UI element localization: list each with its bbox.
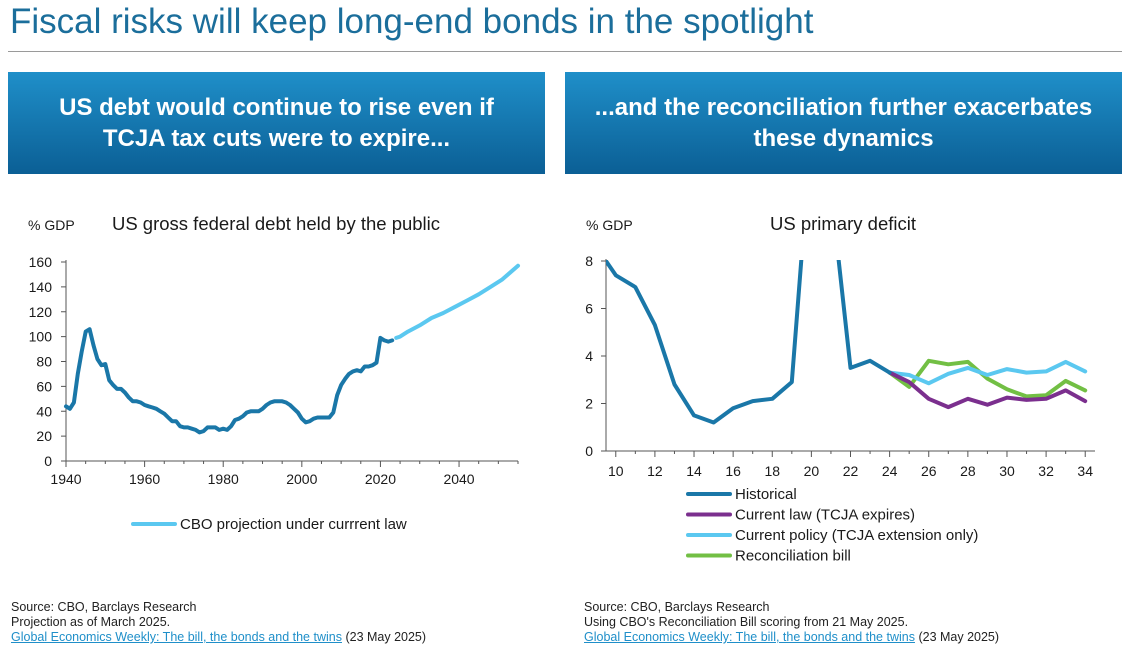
x-tick-label: 1940 [50,471,81,487]
x-tick-label: 32 [1038,463,1054,479]
y-tick-label: 20 [36,428,52,444]
page-title: Fiscal risks will keep long-end bonds in… [10,2,814,41]
y-tick-label: 6 [585,301,593,317]
x-tick-label: 28 [960,463,976,479]
x-tick-label: 2020 [365,471,396,487]
right-panel-banner: ...and the reconciliation further exacer… [565,72,1122,174]
x-tick-label: 20 [804,463,820,479]
x-tick-label: 30 [999,463,1015,479]
x-tick-label: 1960 [129,471,160,487]
left-source-line: Source: CBO, Barclays Research [11,600,197,614]
chart-title-1: US primary deficit [770,213,916,234]
x-tick-label: 10 [608,463,624,479]
y-tick-label: 80 [36,354,52,370]
left-source-note: Source: CBO, Barclays Research Projectio… [11,600,426,645]
series-line-historical [606,260,892,425]
y-axis-label-0: % GDP [28,217,75,233]
x-tick-label: 24 [882,463,898,479]
series-line-cbo-projection-under-currrent-law [394,263,520,340]
y-tick-label: 120 [29,304,53,320]
series-line-historical-debt [64,327,395,435]
x-tick-label: 22 [843,463,859,479]
y-axis-label-1: % GDP [586,217,633,233]
y-tick-label: 0 [44,453,52,469]
x-tick-label: 1980 [208,471,239,487]
x-tick-label: 2040 [443,471,474,487]
series-line-current-policy-tcja-extension-only- [887,359,1088,386]
x-tick-label: 26 [921,463,937,479]
series-line-current-law-tcja-expires- [887,370,1088,410]
legend-label: Historical [735,486,797,503]
x-tick-label: 16 [725,463,741,479]
legend-label: Current law (TCJA expires) [735,507,915,524]
series-line-reconciliation-bill [887,358,1088,399]
left-projection-note: Projection as of March 2025. [11,615,171,629]
right-scoring-note: Using CBO's Reconciliation Bill scoring … [584,615,909,629]
y-tick-label: 60 [36,378,52,394]
y-tick-label: 140 [29,279,53,295]
right-source-note: Source: CBO, Barclays Research Using CBO… [584,600,999,645]
y-tick-label: 4 [585,348,593,364]
y-tick-label: 8 [585,253,593,269]
legend-label: Current policy (TCJA extension only) [735,527,978,544]
x-tick-label: 14 [686,463,702,479]
left-report-date: (23 May 2025) [345,630,427,644]
left-report-link[interactable]: Global Economics Weekly: The bill, the b… [11,630,342,644]
right-report-date: (23 May 2025) [918,630,1000,644]
x-tick-label: 34 [1077,463,1093,479]
x-tick-label: 18 [764,463,780,479]
legend-label: CBO projection under currrent law [180,516,407,533]
y-tick-label: 100 [29,329,53,345]
right-source-line: Source: CBO, Barclays Research [584,600,770,614]
right-report-link[interactable]: Global Economics Weekly: The bill, the b… [584,630,915,644]
title-divider [8,51,1122,52]
chart-title-0: US gross federal debt held by the public [112,213,440,234]
x-tick-label: 2000 [286,471,317,487]
left-panel-banner: US debt would continue to rise even if T… [8,72,545,174]
y-tick-label: 40 [36,403,52,419]
y-tick-label: 0 [585,443,593,459]
x-tick-label: 12 [647,463,663,479]
y-tick-label: 160 [29,254,53,270]
legend-label: Reconciliation bill [735,548,851,565]
y-tick-label: 2 [585,396,593,412]
